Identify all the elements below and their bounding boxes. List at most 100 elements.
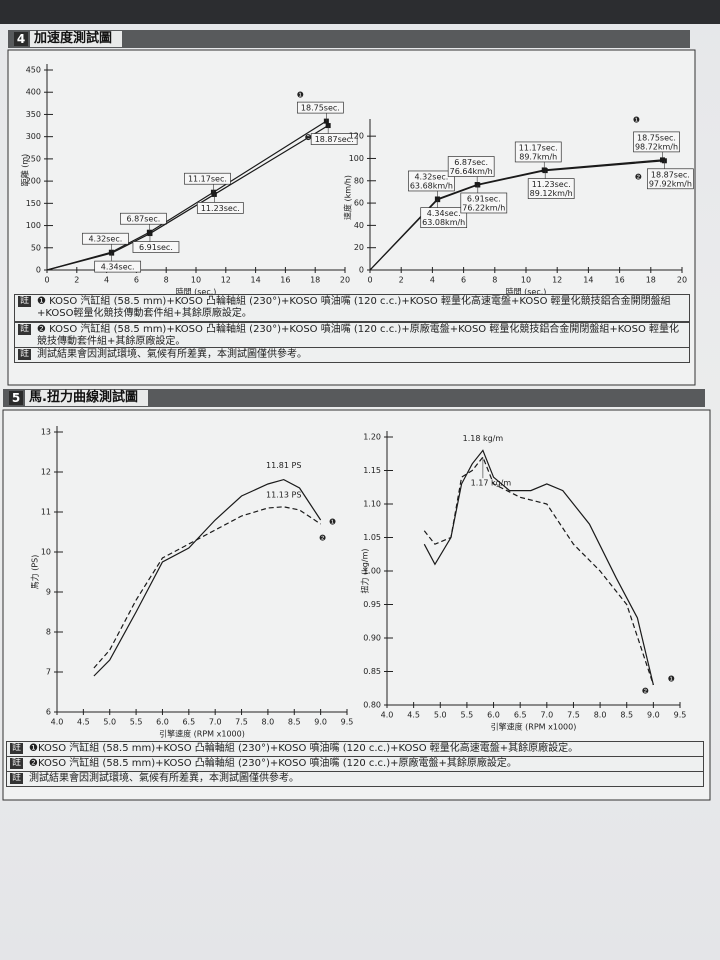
point-label: 63.68km/h bbox=[410, 181, 453, 190]
point-label: 63.08km/h bbox=[422, 218, 465, 227]
y-tick-label: 0 bbox=[36, 266, 41, 275]
x-tick-label: 4.0 bbox=[51, 718, 64, 727]
x-tick-label: 12 bbox=[221, 276, 231, 285]
x-axis-label: 時間 (sec.) bbox=[506, 288, 547, 297]
line bbox=[423, 455, 654, 686]
x-tick-label: 7.5 bbox=[567, 711, 580, 720]
y-tick-label: 1.05 bbox=[363, 533, 381, 542]
y-axis-label: 馬力 (PS) bbox=[30, 555, 40, 590]
point-label: 98.72km/h bbox=[635, 142, 678, 151]
y-tick-label: 120 bbox=[349, 132, 364, 141]
x-tick-label: 4.5 bbox=[77, 718, 90, 727]
x-tick-label: 20 bbox=[340, 276, 350, 285]
x-tick-label: 5.0 bbox=[103, 718, 116, 727]
x-tick-label: 2 bbox=[399, 276, 404, 285]
series-marker: ❷ bbox=[305, 133, 312, 142]
note-mark: 註 bbox=[18, 324, 31, 335]
point-label: 6.87sec. bbox=[454, 158, 488, 167]
x-tick-label: 4 bbox=[430, 276, 435, 285]
label-box bbox=[633, 131, 680, 153]
note: 註 ❶ KOSO 汽缸組 (58.5 mm)+KOSO 凸輪軸組 (230°)+K… bbox=[14, 294, 690, 322]
label-box bbox=[297, 101, 344, 114]
point-label: 76.22km/h bbox=[462, 203, 505, 212]
x-tick-label: 14 bbox=[251, 276, 261, 285]
line bbox=[93, 478, 322, 677]
section-header: 4 加速度測試圖 bbox=[8, 30, 690, 48]
label-box bbox=[514, 141, 562, 163]
label-box bbox=[184, 172, 231, 185]
point-label: 4.32sec. bbox=[88, 235, 122, 244]
x-tick-label: 6.0 bbox=[487, 711, 500, 720]
x-tick-label: 18 bbox=[646, 276, 656, 285]
y-axis-label: 距離 (m) bbox=[20, 154, 30, 187]
x-tick-label: 0 bbox=[44, 276, 49, 285]
note-text: ❷KOSO 汽缸組 (58.5 mm)+KOSO 凸輪軸組 (230°)+KOS… bbox=[29, 758, 517, 769]
y-axis-label: 扭力 (kg/m) bbox=[360, 549, 370, 594]
note-text: 測試結果會因測試環境、氣候有所差異，本測試圖僅供參考。 bbox=[37, 349, 307, 360]
x-tick-label: 6.0 bbox=[156, 718, 169, 727]
x-tick-label: 6.5 bbox=[182, 718, 195, 727]
peak-label: 11.81 PS bbox=[266, 461, 301, 470]
y-tick-label: 10 bbox=[41, 548, 51, 557]
point-label: 11.23sec. bbox=[201, 204, 240, 213]
note: 註 ❶KOSO 汽缸組 (58.5 mm)+KOSO 凸輪軸組 (230°)+KO… bbox=[6, 741, 704, 757]
x-tick-label: 8 bbox=[164, 276, 169, 285]
point-label: 97.92km/h bbox=[649, 179, 692, 188]
x-tick-label: 4 bbox=[104, 276, 109, 285]
point-label: 18.87sec. bbox=[315, 135, 354, 144]
label-box bbox=[196, 202, 244, 214]
x-axis-label: 引擎速度 (RPM x1000) bbox=[491, 722, 577, 732]
series-marker: ❶ bbox=[668, 674, 675, 683]
peak-label: 1.18 kg/m bbox=[463, 434, 504, 443]
section-header: 5 馬.扭力曲線測試圖 bbox=[3, 389, 705, 407]
y-tick-label: 50 bbox=[31, 243, 41, 252]
label-box bbox=[132, 241, 180, 253]
note-text: ❶KOSO 汽缸組 (58.5 mm)+KOSO 凸輪軸組 (230°)+KOS… bbox=[29, 743, 579, 754]
point-label: 4.34sec. bbox=[427, 209, 461, 218]
note: 註測試結果會因測試環境、氣候有所差異，本測試圖僅供參考。 bbox=[6, 771, 704, 787]
x-tick-label: 6.5 bbox=[514, 711, 527, 720]
y-tick-label: 0.85 bbox=[363, 667, 381, 676]
section-title: 加速度測試圖 bbox=[30, 31, 123, 47]
line bbox=[93, 506, 321, 669]
point-label: 89.12km/h bbox=[530, 189, 573, 198]
y-tick-label: 11 bbox=[41, 508, 51, 517]
y-tick-label: 80 bbox=[354, 176, 364, 185]
x-tick-label: 7.0 bbox=[209, 718, 222, 727]
point-label: 18.75sec. bbox=[301, 104, 340, 113]
y-tick-label: 13 bbox=[41, 428, 51, 437]
y-axis-label: 速度 (km/h) bbox=[343, 175, 353, 220]
x-tick-label: 9.5 bbox=[674, 711, 687, 720]
x-tick-label: 7.5 bbox=[235, 718, 248, 727]
x-tick-label: 10 bbox=[521, 276, 531, 285]
x-tick-label: 20 bbox=[677, 276, 687, 285]
point-label: 11.23sec. bbox=[532, 180, 571, 189]
label-box bbox=[460, 192, 508, 214]
x-tick-label: 8 bbox=[492, 276, 497, 285]
series-marker: ❶ bbox=[329, 518, 336, 527]
series-marker: ❷ bbox=[642, 686, 649, 695]
point-label: 6.91sec. bbox=[139, 243, 173, 252]
y-tick-label: 0.95 bbox=[363, 600, 381, 609]
y-tick-label: 20 bbox=[354, 243, 364, 252]
series-marker: ❶ bbox=[297, 91, 304, 100]
point-label: 4.32sec. bbox=[414, 172, 448, 181]
point-label: 89.7km/h bbox=[519, 152, 557, 161]
x-tick-label: 9.5 bbox=[341, 718, 354, 727]
x-tick-label: 8.0 bbox=[594, 711, 607, 720]
note-text: ❷ KOSO 汽缸組 (58.5 mm)+KOSO 凸輪軸組 (230°)+KO… bbox=[37, 324, 680, 347]
x-tick-label: 8.0 bbox=[262, 718, 275, 727]
y-tick-label: 0.90 bbox=[363, 634, 381, 643]
y-tick-label: 12 bbox=[41, 468, 51, 477]
label-box bbox=[82, 232, 129, 245]
y-tick-label: 400 bbox=[26, 88, 41, 97]
x-tick-label: 6 bbox=[134, 276, 139, 285]
x-tick-label: 8.5 bbox=[620, 711, 633, 720]
point-label: 4.34sec. bbox=[101, 263, 135, 272]
y-tick-label: 7 bbox=[46, 668, 51, 677]
section-number: 5 bbox=[9, 391, 23, 405]
x-tick-label: 16 bbox=[280, 276, 290, 285]
x-tick-label: 5.5 bbox=[461, 711, 474, 720]
y-tick-label: 9 bbox=[46, 588, 51, 597]
